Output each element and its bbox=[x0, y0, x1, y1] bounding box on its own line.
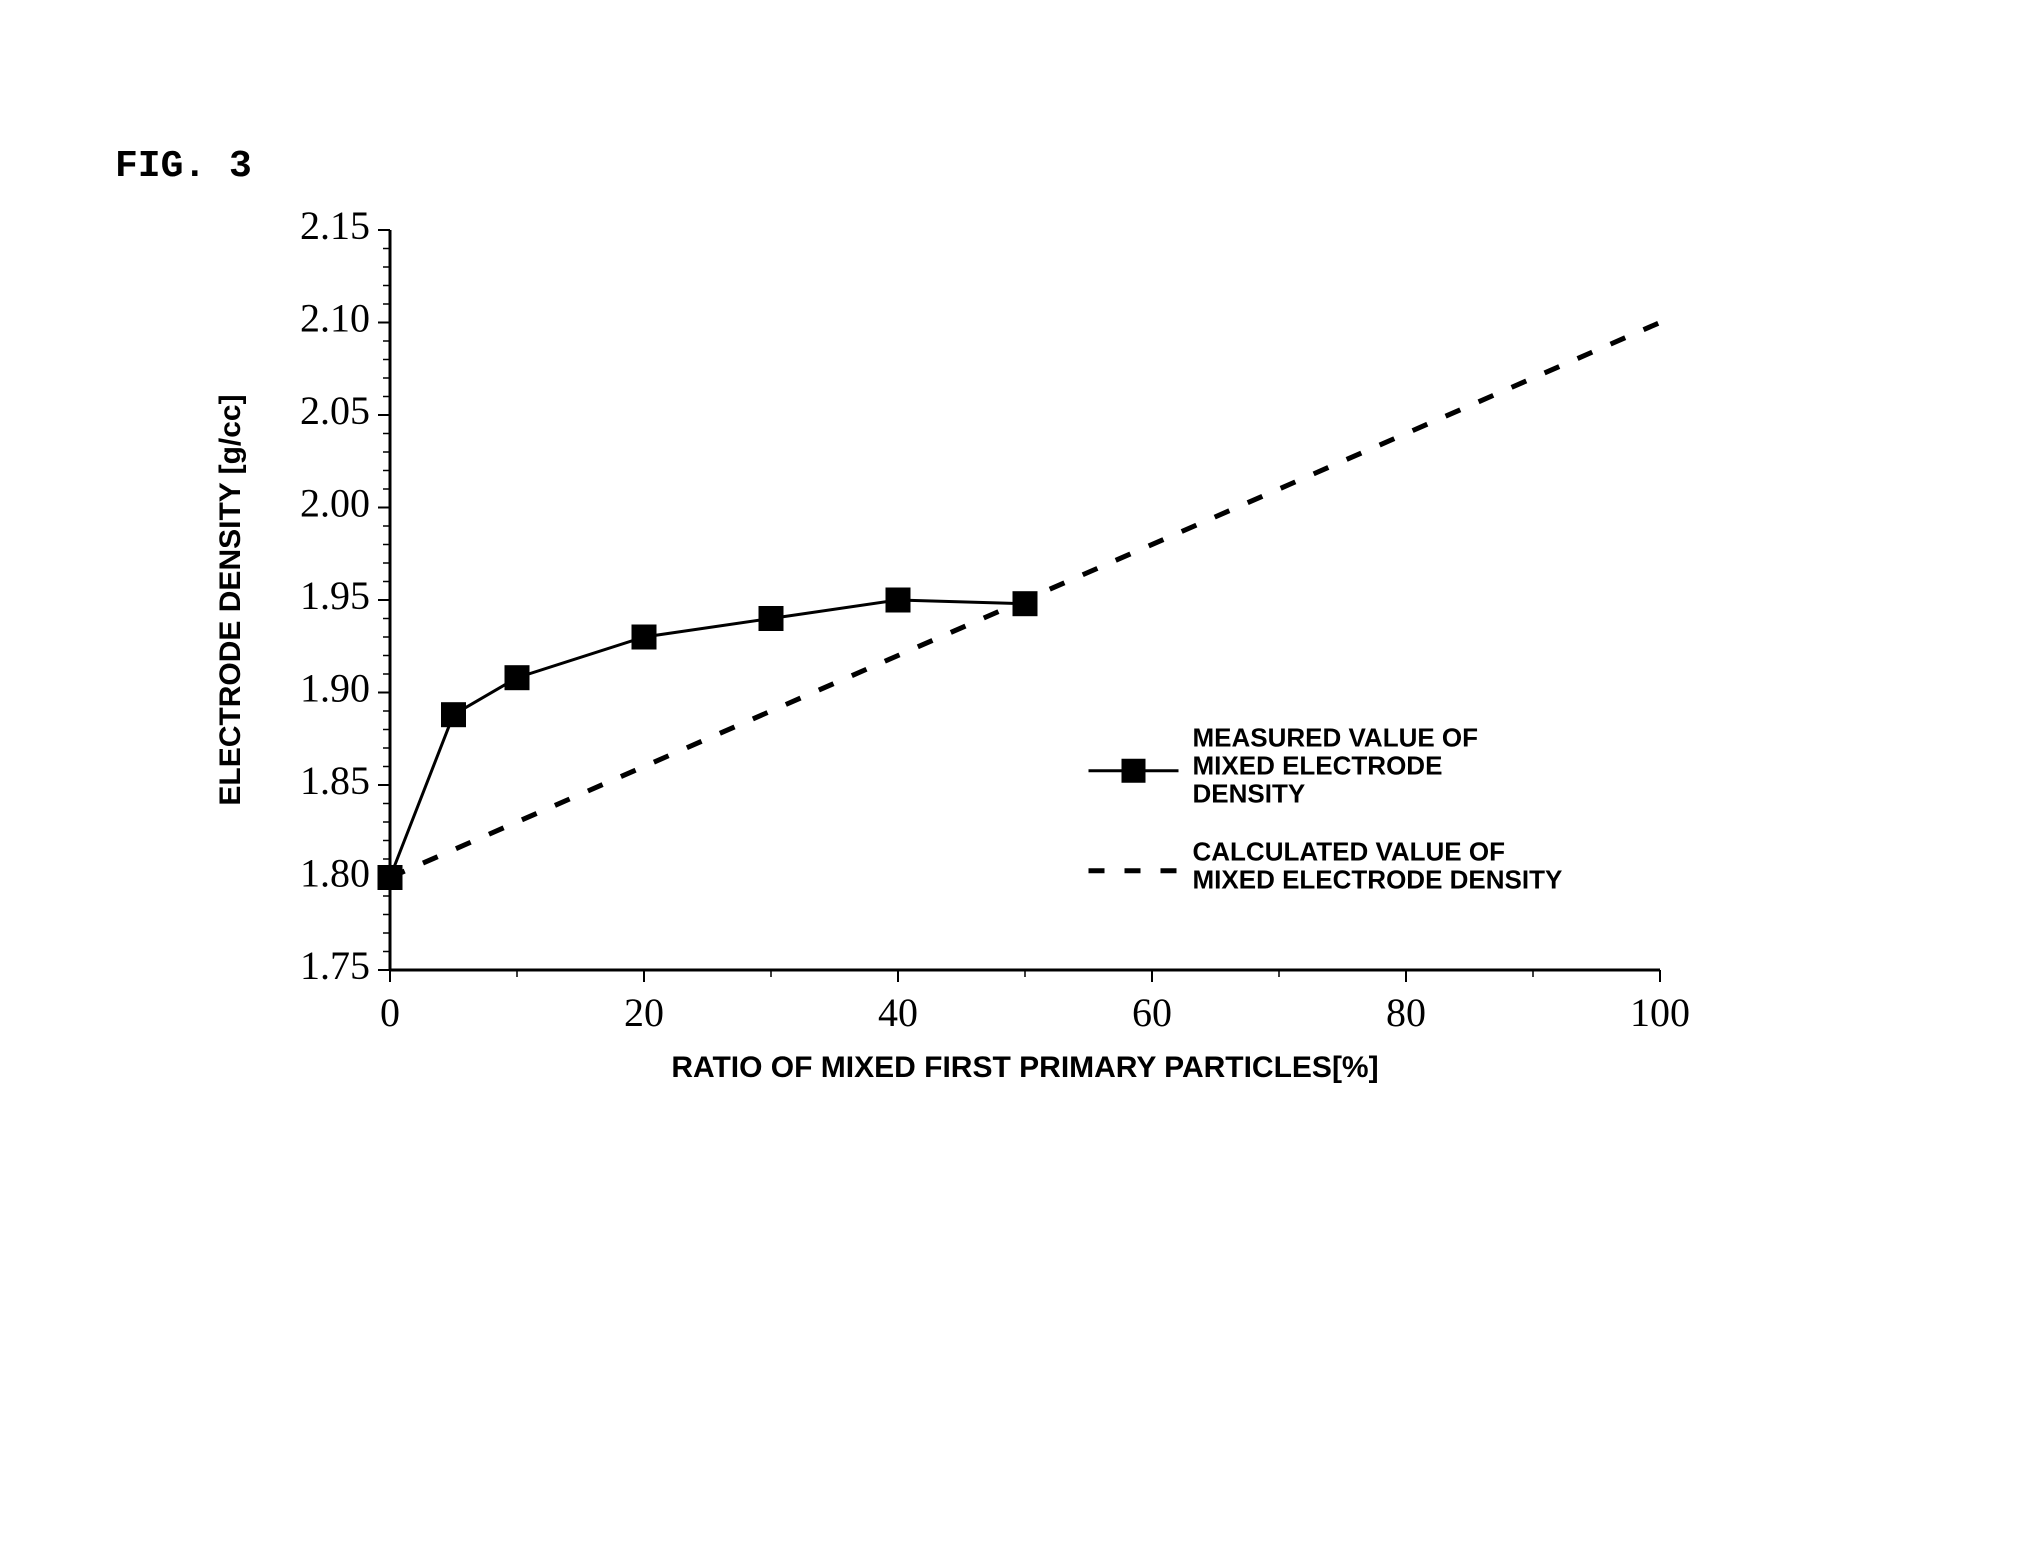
x-axis-label: RATIO OF MIXED FIRST PRIMARY PARTICLES[%… bbox=[671, 1051, 1378, 1084]
y-tick-label: 2.15 bbox=[300, 203, 370, 248]
legend-label: MIXED ELECTRODE bbox=[1193, 751, 1443, 781]
legend-label: MIXED ELECTRODE DENSITY bbox=[1193, 865, 1563, 895]
x-tick-label: 20 bbox=[624, 990, 664, 1035]
y-tick-label: 1.75 bbox=[300, 943, 370, 988]
y-tick-label: 1.90 bbox=[300, 666, 370, 711]
x-tick-label: 80 bbox=[1386, 990, 1426, 1035]
y-tick-label: 1.80 bbox=[300, 851, 370, 896]
y-tick-label: 2.00 bbox=[300, 481, 370, 526]
page: FIG. 3 1.75 1.80 1.85 1.90 1.95 2.00 2.05 2.10 2… bbox=[0, 0, 2036, 1552]
series-marker-measured bbox=[1013, 592, 1037, 616]
series-marker-measured bbox=[505, 666, 529, 690]
series-marker-measured bbox=[632, 625, 656, 649]
x-tick-label: 60 bbox=[1132, 990, 1172, 1035]
y-tick-label: 2.10 bbox=[300, 296, 370, 341]
chart-container: 1.75 1.80 1.85 1.90 1.95 2.00 2.05 2.10 2.15 0 20 4… bbox=[170, 200, 1690, 1100]
legend-swatch-marker bbox=[1122, 759, 1146, 783]
x-tick-label: 40 bbox=[878, 990, 918, 1035]
x-tick-label: 100 bbox=[1630, 990, 1690, 1035]
legend-label: DENSITY bbox=[1193, 779, 1306, 809]
figure-label: FIG. 3 bbox=[115, 145, 252, 188]
series-marker-measured bbox=[378, 866, 402, 890]
series-marker-measured bbox=[759, 607, 783, 631]
x-tick-label: 0 bbox=[380, 990, 400, 1035]
series-marker-measured bbox=[886, 588, 910, 612]
y-tick-label: 1.95 bbox=[300, 573, 370, 618]
legend-label: CALCULATED VALUE OF bbox=[1193, 837, 1505, 867]
y-axis-label: ELECTRODE DENSITY [g/cc] bbox=[214, 394, 247, 805]
legend: MEASURED VALUE OFMIXED ELECTRODEDENSITY C… bbox=[1089, 723, 1563, 895]
y-tick-label: 2.05 bbox=[300, 388, 370, 433]
y-tick-label: 1.85 bbox=[300, 758, 370, 803]
legend-label: MEASURED VALUE OF bbox=[1193, 723, 1479, 753]
chart-svg: 1.75 1.80 1.85 1.90 1.95 2.00 2.05 2.10 2.15 0 20 4… bbox=[170, 200, 1690, 1100]
series-marker-measured bbox=[442, 703, 466, 727]
